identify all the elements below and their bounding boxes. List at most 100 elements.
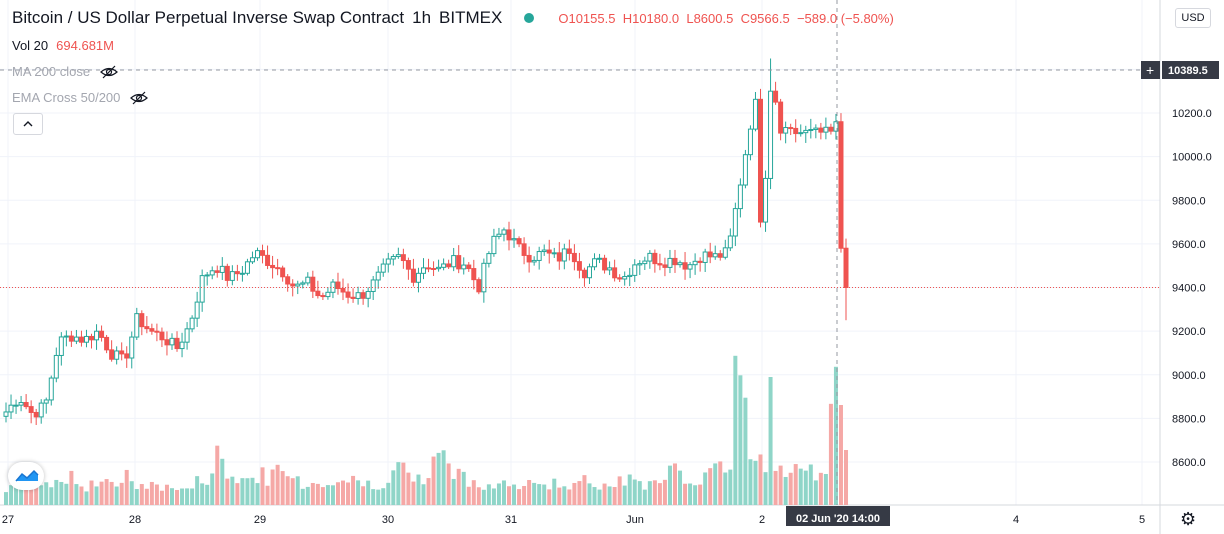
ohlc-open: 10155.5 xyxy=(568,10,616,26)
plus-icon[interactable]: + xyxy=(1146,62,1154,78)
volume-bar xyxy=(411,481,416,505)
volume-bar xyxy=(793,464,798,505)
candle xyxy=(763,177,769,223)
candle xyxy=(642,260,648,265)
candle xyxy=(667,257,673,268)
candle xyxy=(265,254,271,266)
candle xyxy=(48,377,54,401)
candle xyxy=(209,270,215,276)
volume-bar xyxy=(542,484,547,505)
candle xyxy=(788,127,794,130)
volume-bar xyxy=(104,479,109,505)
volume-bar xyxy=(778,465,783,505)
tradingview-logo[interactable] xyxy=(8,462,44,490)
volume-bar xyxy=(265,485,270,505)
crosshair-time-label: 02 Jun '20 14:00 xyxy=(796,513,880,525)
candle xyxy=(722,247,728,258)
candle xyxy=(521,243,527,256)
candle xyxy=(571,252,577,263)
volume-bar xyxy=(180,488,185,505)
candle xyxy=(471,268,477,281)
candle xyxy=(657,263,663,266)
symbol-name[interactable]: Bitcoin / US Dollar Perpetual Inverse Sw… xyxy=(12,8,405,27)
candle xyxy=(270,264,276,269)
crosshair-price-box xyxy=(1162,61,1219,79)
eye-hidden-icon[interactable] xyxy=(100,65,118,79)
volume-bar xyxy=(19,480,24,505)
volume-bar xyxy=(290,478,295,505)
candle xyxy=(773,90,779,103)
candle xyxy=(275,267,281,270)
candle xyxy=(43,399,49,404)
candle xyxy=(229,271,235,281)
collapse-legend-button[interactable] xyxy=(13,113,43,135)
candle xyxy=(551,252,557,255)
candle xyxy=(526,254,532,263)
candle xyxy=(38,402,44,418)
candle xyxy=(53,354,59,379)
candle xyxy=(516,238,522,245)
volume-bar xyxy=(225,478,230,505)
volume-bar xyxy=(371,489,376,505)
volume-bar xyxy=(376,489,381,505)
candle xyxy=(18,402,24,406)
volume-bar xyxy=(74,484,79,505)
candle xyxy=(169,337,175,346)
candle xyxy=(305,276,311,284)
indicator-ma[interactable]: MA 200 close xyxy=(12,64,118,79)
volume-bar xyxy=(154,484,159,505)
volume-bar xyxy=(205,484,210,505)
volume-bar xyxy=(572,482,577,505)
settings-gear-icon[interactable]: ⚙ xyxy=(1180,509,1197,529)
candle xyxy=(385,258,391,265)
candle xyxy=(491,235,497,255)
candle xyxy=(692,260,698,266)
volume-bar xyxy=(346,482,351,505)
time-scale-label: 30 xyxy=(382,514,394,526)
volume-bar xyxy=(9,485,14,505)
candle xyxy=(561,248,567,262)
indicator-ema[interactable]: EMA Cross 50/200 xyxy=(12,90,149,105)
volume-bar xyxy=(813,480,818,505)
candle xyxy=(808,128,814,131)
candle xyxy=(823,126,829,133)
candle xyxy=(531,259,537,263)
volume-bar xyxy=(773,470,778,505)
volume-bar xyxy=(421,484,426,505)
interval-label[interactable]: 1h xyxy=(412,8,432,27)
volume-bar xyxy=(49,487,54,505)
volume-bar xyxy=(592,487,597,505)
volume-legend[interactable]: Vol 20 694.681M xyxy=(12,38,114,53)
volume-bar xyxy=(275,464,280,505)
currency-button[interactable]: USD xyxy=(1175,8,1211,28)
volume-bar xyxy=(99,481,104,505)
volume-bar xyxy=(391,470,396,505)
candle xyxy=(672,257,678,266)
volume-bar xyxy=(708,468,713,505)
volume-bar xyxy=(351,475,356,505)
candle xyxy=(466,264,472,270)
candle xyxy=(405,260,411,270)
candle xyxy=(159,331,165,341)
candle xyxy=(652,252,658,265)
volume-bar xyxy=(54,479,59,505)
volume-bar xyxy=(637,481,642,505)
price-scale-label: 10000.0 xyxy=(1172,152,1212,164)
candle xyxy=(451,255,457,268)
volume-bar xyxy=(295,476,300,505)
candle xyxy=(204,274,210,277)
price-scale-label: 9400.0 xyxy=(1172,283,1206,295)
candle xyxy=(818,127,824,133)
volume-bar xyxy=(833,366,838,505)
volume-bar xyxy=(406,472,411,505)
volume-bar xyxy=(501,480,506,505)
volume-bar xyxy=(748,459,753,505)
volume-bar xyxy=(210,473,215,505)
candle xyxy=(234,271,240,275)
volume-bar xyxy=(496,483,501,505)
eye-hidden-icon[interactable] xyxy=(130,91,149,105)
crosshair-plus-button[interactable] xyxy=(1141,61,1160,79)
candle xyxy=(441,263,447,268)
volume-value: 694.681M xyxy=(56,38,114,53)
